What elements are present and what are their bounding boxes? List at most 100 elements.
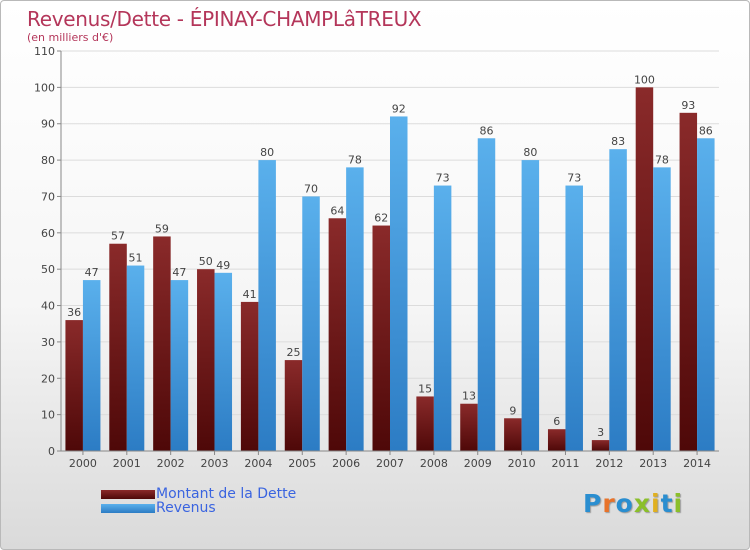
axes: 0 10 20 30 40 50 60 70 80 90 100 110 2000 2001 2002 200… xyxy=(34,45,719,470)
bar-dette-2003 xyxy=(197,269,215,451)
bar-revenus-2001 xyxy=(126,265,145,451)
value-label-dette-2004: 41 xyxy=(243,288,257,301)
bar-revenus-2005 xyxy=(302,196,320,451)
value-label-dette-2009: 13 xyxy=(462,390,476,403)
y-tick-label: 70 xyxy=(41,190,55,203)
bar-dette-2009 xyxy=(460,403,478,451)
bar-dette-2011 xyxy=(547,429,566,451)
x-tick-label-2013: 2013 xyxy=(639,457,667,470)
bar-revenus-2009 xyxy=(477,138,496,452)
value-label-dette-2005: 25 xyxy=(287,346,301,359)
bar-revenus-2008 xyxy=(433,185,452,451)
x-tick-label-2001: 2001 xyxy=(113,457,141,470)
value-label-dette-2006: 64 xyxy=(330,204,344,217)
bar-revenus-2002 xyxy=(170,280,189,451)
value-label-revenus-2007: 92 xyxy=(392,102,406,115)
value-label-revenus-2010: 80 xyxy=(523,146,537,159)
value-label-dette-2011: 6 xyxy=(553,415,560,428)
value-label-revenus-2014: 86 xyxy=(699,124,713,137)
bar-dette-2006 xyxy=(328,218,347,451)
x-tick-label-2012: 2012 xyxy=(595,457,623,470)
value-label-revenus-2011: 73 xyxy=(567,172,581,185)
logo-letter: o xyxy=(615,489,634,518)
bar-dette-2002 xyxy=(153,236,171,451)
bar-dette-2007 xyxy=(372,225,390,451)
value-label-revenus-2012: 83 xyxy=(611,135,625,148)
bar-dette-2010 xyxy=(504,418,522,451)
y-tick-label: 20 xyxy=(41,372,55,385)
legend-swatch-debt xyxy=(101,490,155,499)
y-tick-label: 100 xyxy=(34,81,55,94)
bar-revenus-2014 xyxy=(697,138,715,452)
x-tick-label-2007: 2007 xyxy=(376,457,404,470)
legend-swatch-revenus xyxy=(101,504,155,513)
bar-revenus-2010 xyxy=(521,160,540,451)
bar-revenus-2006 xyxy=(346,167,364,451)
chart-title: Revenus/Dette - ÉPINAY-CHAMPLâTREUX xyxy=(27,7,422,31)
x-tick-label-2000: 2000 xyxy=(69,457,97,470)
bar-revenus-2003 xyxy=(214,272,233,451)
value-label-dette-2000: 36 xyxy=(67,306,81,319)
y-tick-label: 50 xyxy=(41,263,55,276)
value-label-revenus-2013: 78 xyxy=(655,153,669,166)
bars xyxy=(65,87,715,452)
legend-label-revenus: Revenus xyxy=(156,500,216,516)
logo-letter: r xyxy=(602,489,616,518)
bar-revenus-2004 xyxy=(258,160,276,451)
proxiti-logo: Proxiti xyxy=(583,489,683,518)
value-label-dette-2013: 100 xyxy=(634,73,655,86)
x-tick-label-2009: 2009 xyxy=(464,457,492,470)
bar-dette-2008 xyxy=(416,396,434,451)
logo-letter: i xyxy=(673,489,684,518)
value-label-revenus-2009: 86 xyxy=(479,124,493,137)
x-tick-label-2014: 2014 xyxy=(683,457,711,470)
x-tick-label-2004: 2004 xyxy=(244,457,272,470)
bar-dette-2000 xyxy=(65,320,83,451)
x-tick-label-2002: 2002 xyxy=(157,457,185,470)
legend-label-debt: Montant de la Dette xyxy=(156,486,297,502)
y-tick-label: 90 xyxy=(41,118,55,131)
y-tick-label: 110 xyxy=(34,45,55,58)
value-label-revenus-2003: 49 xyxy=(216,259,230,272)
bar-revenus-2012 xyxy=(609,149,627,451)
value-label-dette-2010: 9 xyxy=(509,404,516,417)
chart-subtitle: (en milliers d'€) xyxy=(27,31,114,44)
bar-revenus-2011 xyxy=(565,185,583,451)
x-tick-label-2005: 2005 xyxy=(288,457,316,470)
value-label-revenus-2008: 73 xyxy=(436,172,450,185)
bar-dette-2012 xyxy=(591,440,610,451)
x-tick-label-2006: 2006 xyxy=(332,457,360,470)
y-tick-label: 80 xyxy=(41,154,55,167)
value-label-dette-2002: 59 xyxy=(155,222,169,235)
value-label-dette-2001: 57 xyxy=(111,230,125,243)
value-label-revenus-2002: 47 xyxy=(172,266,186,279)
bar-revenus-2013 xyxy=(653,167,671,451)
value-label-dette-2007: 62 xyxy=(374,212,388,225)
logo-letter: t xyxy=(660,489,674,518)
bar-revenus-2000 xyxy=(82,280,101,451)
logo-letter: x xyxy=(633,489,651,518)
value-label-dette-2014: 93 xyxy=(681,99,695,112)
bar-dette-2013 xyxy=(635,87,654,451)
value-label-dette-2008: 15 xyxy=(418,382,432,395)
value-label-revenus-2000: 47 xyxy=(85,266,99,279)
bar-dette-2001 xyxy=(109,243,127,451)
y-tick-label: 10 xyxy=(41,409,55,422)
bar-dette-2005 xyxy=(284,360,303,451)
bar-revenus-2007 xyxy=(390,116,408,452)
value-label-revenus-2006: 78 xyxy=(348,153,362,166)
x-tick-label-2011: 2011 xyxy=(551,457,579,470)
y-tick-label: 0 xyxy=(48,445,55,458)
bar-dette-2004 xyxy=(240,301,259,451)
x-tick-label-2008: 2008 xyxy=(420,457,448,470)
y-tick-label: 60 xyxy=(41,227,55,240)
y-tick-label: 30 xyxy=(41,336,55,349)
x-tick-label-2003: 2003 xyxy=(201,457,229,470)
bar-dette-2014 xyxy=(679,112,698,452)
value-label-dette-2012: 3 xyxy=(597,426,604,439)
logo-letter: i xyxy=(651,489,661,518)
y-tick-label: 40 xyxy=(41,300,55,313)
value-label-revenus-2001: 51 xyxy=(129,252,143,265)
